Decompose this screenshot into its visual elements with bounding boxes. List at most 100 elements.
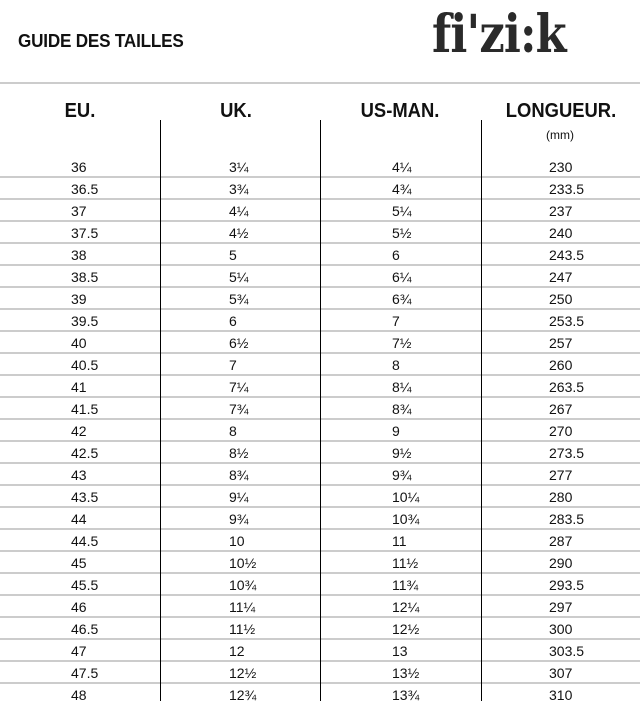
length-mm-cell: 230 [549, 159, 573, 175]
us-man-size-cell: 6 [392, 247, 400, 263]
us-man-size-cell: 13¾ [392, 687, 420, 703]
length-mm-cell: 250 [549, 291, 573, 307]
length-mm-cell: 253.5 [549, 313, 585, 329]
uk-size-cell: 10 [229, 533, 245, 549]
us-man-size-cell: 5½ [392, 225, 412, 241]
length-mm-cell: 240 [549, 225, 573, 241]
uk-size-cell: 6 [229, 313, 237, 329]
length-mm-cell: 233.5 [549, 181, 585, 197]
us-man-size-cell: 9¾ [392, 467, 412, 483]
eu-size-cell: 46.5 [71, 621, 99, 637]
eu-size-cell: 47 [71, 643, 87, 659]
eu-size-cell: 37.5 [71, 225, 99, 241]
length-mm-cell: 257 [549, 335, 573, 351]
uk-size-cell: 8½ [229, 445, 249, 461]
eu-size-cell: 42.5 [71, 445, 99, 461]
uk-size-cell: 3¾ [229, 181, 249, 197]
eu-size-cell: 45 [71, 555, 87, 571]
length-mm-cell: 283.5 [549, 511, 585, 527]
length-mm-cell: 273.5 [549, 445, 585, 461]
length-mm-cell: 267 [549, 401, 573, 417]
length-mm-cell: 263.5 [549, 379, 585, 395]
length-mm-cell: 300 [549, 621, 573, 637]
us-man-size-cell: 8¼ [392, 379, 412, 395]
eu-size-cell: 42 [71, 423, 87, 439]
uk-size-cell: 5¾ [229, 291, 249, 307]
us-man-size-cell: 13½ [392, 665, 420, 681]
eu-size-cell: 43.5 [71, 489, 99, 505]
eu-size-cell: 47.5 [71, 665, 99, 681]
length-mm-cell: 280 [549, 489, 573, 505]
us-man-size-cell: 13 [392, 643, 408, 659]
column-header-length: LONGUEUR. [505, 100, 617, 122]
us-man-size-cell: 9 [392, 423, 400, 439]
us-man-size-cell: 12¼ [392, 599, 420, 615]
uk-size-cell: 4½ [229, 225, 249, 241]
us-man-size-cell: 12½ [392, 621, 420, 637]
column-divider [320, 120, 321, 701]
us-man-size-cell: 9½ [392, 445, 412, 461]
header-divider [0, 82, 640, 84]
us-man-size-cell: 10¾ [392, 511, 420, 527]
eu-size-cell: 40.5 [71, 357, 99, 373]
length-mm-cell: 260 [549, 357, 573, 373]
length-mm-cell: 290 [549, 555, 573, 571]
eu-size-cell: 43 [71, 467, 87, 483]
eu-size-cell: 39.5 [71, 313, 99, 329]
us-man-size-cell: 8¾ [392, 401, 412, 417]
length-mm-cell: 303.5 [549, 643, 585, 659]
length-mm-cell: 310 [549, 687, 573, 703]
eu-size-cell: 44 [71, 511, 87, 527]
us-man-size-cell: 8 [392, 357, 400, 373]
uk-size-cell: 5¼ [229, 269, 249, 285]
uk-size-cell: 8¾ [229, 467, 249, 483]
uk-size-cell: 6½ [229, 335, 249, 351]
eu-size-cell: 41.5 [71, 401, 99, 417]
table-row: 48 12¾ 13¾ 310 [0, 684, 640, 706]
us-man-size-cell: 6¼ [392, 269, 412, 285]
us-man-size-cell: 7½ [392, 335, 412, 351]
eu-size-cell: 44.5 [71, 533, 99, 549]
eu-size-cell: 37 [71, 203, 87, 219]
eu-size-cell: 36 [71, 159, 87, 175]
eu-size-cell: 45.5 [71, 577, 99, 593]
length-mm-cell: 293.5 [549, 577, 585, 593]
uk-size-cell: 9¾ [229, 511, 249, 527]
page-title: GUIDE DES TAILLES [18, 31, 184, 51]
uk-size-cell: 7¼ [229, 379, 249, 395]
uk-size-cell: 12¾ [229, 687, 257, 703]
eu-size-cell: 36.5 [71, 181, 99, 197]
eu-size-cell: 48 [71, 687, 87, 703]
column-divider [481, 120, 482, 701]
uk-size-cell: 9¼ [229, 489, 249, 505]
eu-size-cell: 41 [71, 379, 87, 395]
column-header-uk: UK. [220, 100, 252, 122]
eu-size-cell: 40 [71, 335, 87, 351]
length-mm-cell: 270 [549, 423, 573, 439]
column-header-us-man: US-MAN. [360, 100, 440, 122]
length-mm-cell: 307 [549, 665, 573, 681]
uk-size-cell: 5 [229, 247, 237, 263]
uk-size-cell: 12½ [229, 665, 257, 681]
uk-size-cell: 10¾ [229, 577, 257, 593]
eu-size-cell: 39 [71, 291, 87, 307]
eu-size-cell: 46 [71, 599, 87, 615]
us-man-size-cell: 4¾ [392, 181, 412, 197]
length-mm-cell: 243.5 [549, 247, 585, 263]
uk-size-cell: 7 [229, 357, 237, 373]
eu-size-cell: 38.5 [71, 269, 99, 285]
length-unit: (mm) [546, 128, 574, 142]
length-mm-cell: 297 [549, 599, 573, 615]
column-divider [160, 120, 161, 701]
us-man-size-cell: 11 [392, 533, 407, 549]
uk-size-cell: 7¾ [229, 401, 249, 417]
column-header-eu: EU. [64, 100, 96, 122]
uk-size-cell: 10½ [229, 555, 257, 571]
us-man-size-cell: 11½ [392, 555, 419, 571]
uk-size-cell: 3¼ [229, 159, 249, 175]
uk-size-cell: 11¼ [229, 599, 256, 615]
us-man-size-cell: 5¼ [392, 203, 412, 219]
length-mm-cell: 287 [549, 533, 573, 549]
us-man-size-cell: 7 [392, 313, 400, 329]
uk-size-cell: 11½ [229, 621, 256, 637]
